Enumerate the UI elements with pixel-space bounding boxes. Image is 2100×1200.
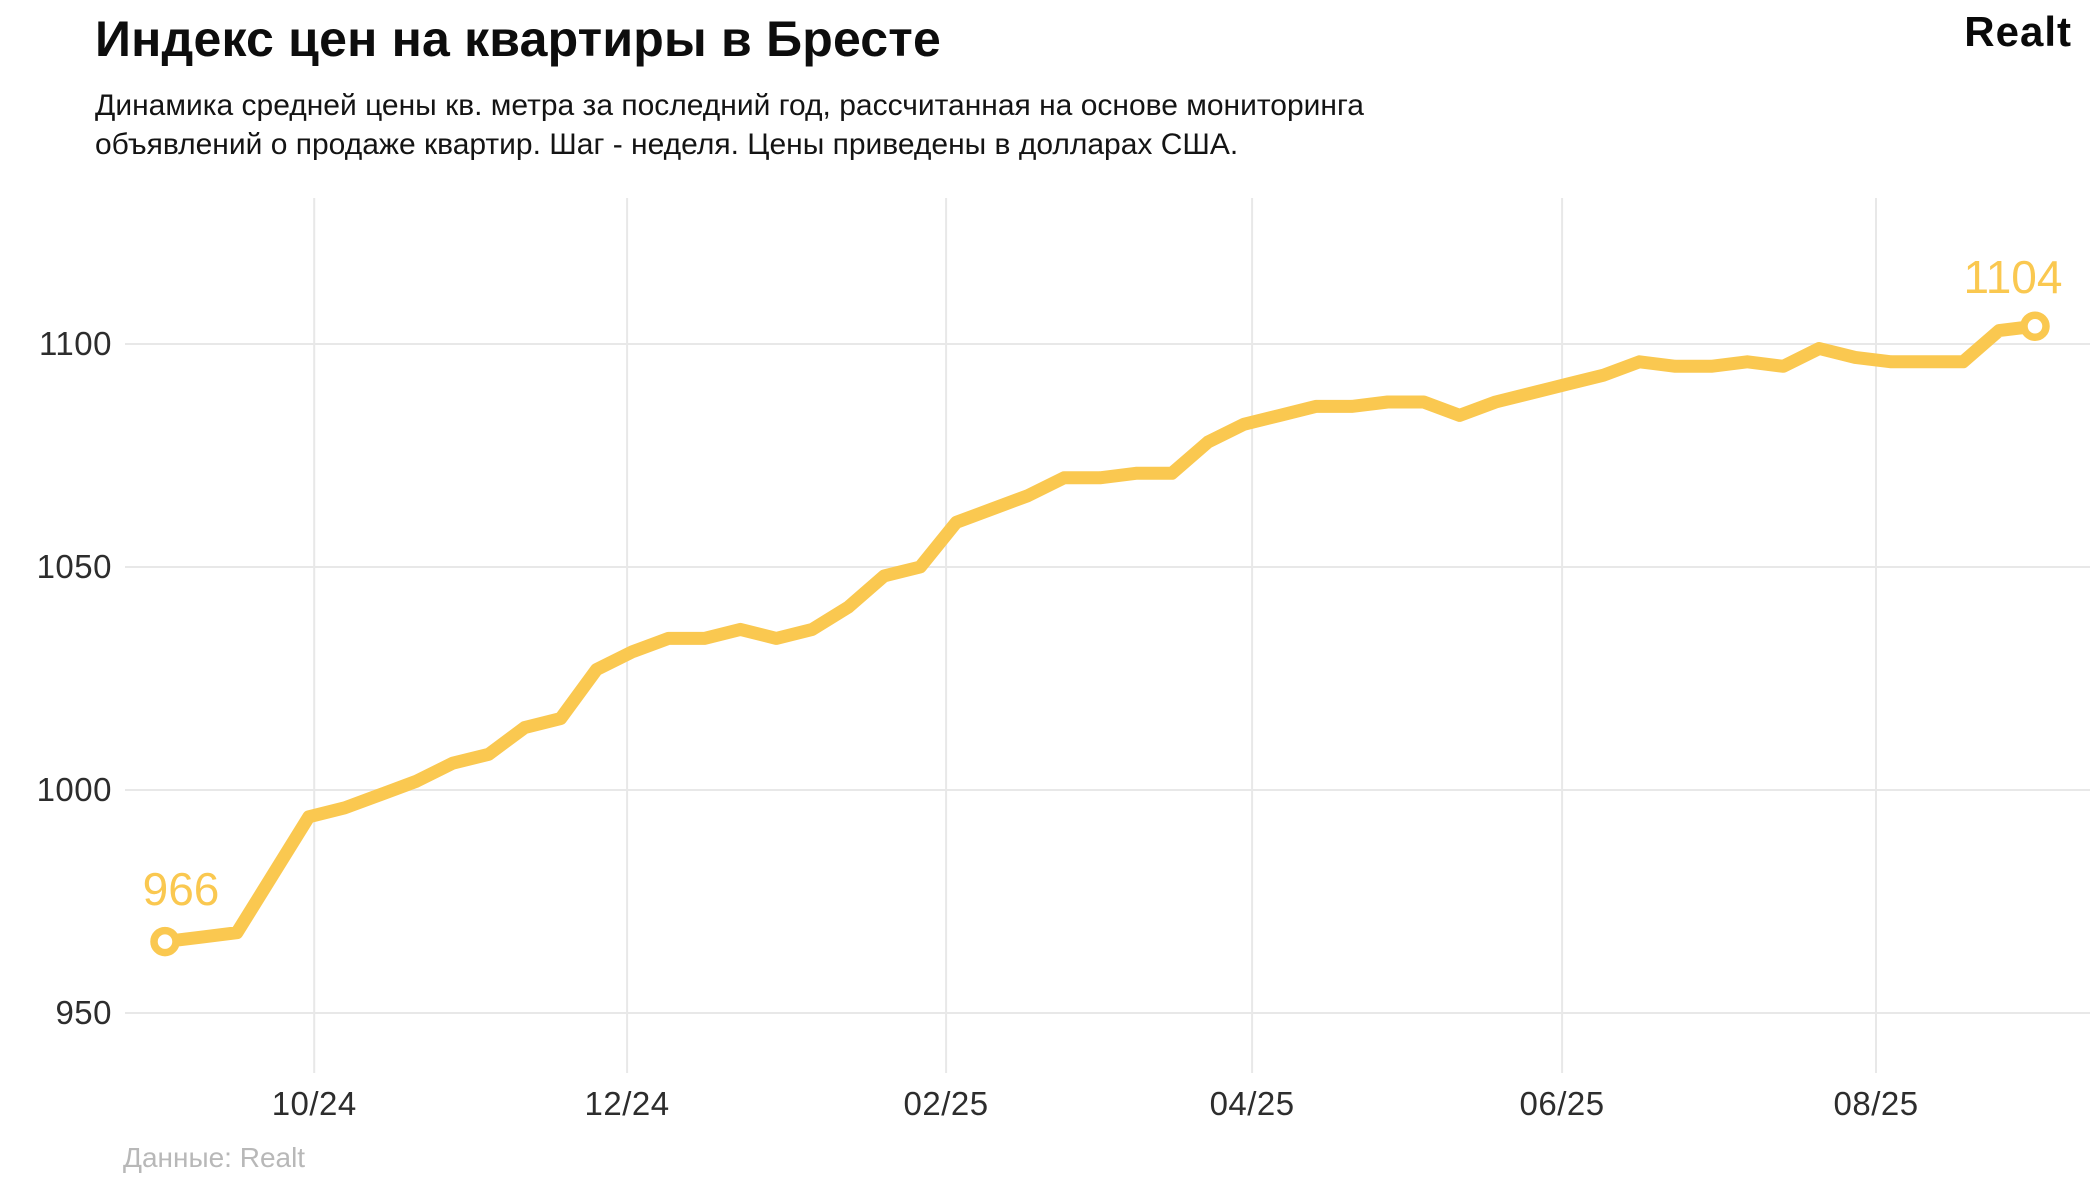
brand-logo: Realt xyxy=(1964,8,2072,55)
page-title: Индекс цен на квартиры в Бресте xyxy=(95,11,941,67)
subtitle-line-1: Динамика средней цены кв. метра за после… xyxy=(95,89,1364,122)
x-axis-tick-label: 10/24 xyxy=(271,1085,357,1122)
x-axis-tick-label: 04/25 xyxy=(1209,1085,1295,1122)
x-axis-tick-label: 08/25 xyxy=(1833,1085,1919,1122)
start-point-label: 966 xyxy=(142,862,220,915)
chart-subtitle: Динамика средней цены кв. метра за после… xyxy=(95,86,1364,164)
y-axis-tick-label: 1050 xyxy=(36,548,112,585)
subtitle-line-2: объявлений о продаже квартир. Шаг - неде… xyxy=(95,128,1239,161)
y-axis-tick-label: 1000 xyxy=(36,771,112,808)
y-axis-tick-label: 1100 xyxy=(39,325,112,362)
end-point-label: 1104 xyxy=(1963,251,2063,304)
x-axis-tick-label: 06/25 xyxy=(1519,1085,1605,1122)
x-axis-tick-label: 02/25 xyxy=(903,1085,989,1122)
end-point-marker xyxy=(2020,311,2050,341)
data-source-note: Данные: Realt xyxy=(123,1142,306,1173)
x-axis-tick-label: 12/24 xyxy=(584,1085,670,1122)
price-line xyxy=(158,319,2042,949)
y-axis-tick-label: 950 xyxy=(55,994,112,1031)
start-point-marker xyxy=(150,926,180,957)
